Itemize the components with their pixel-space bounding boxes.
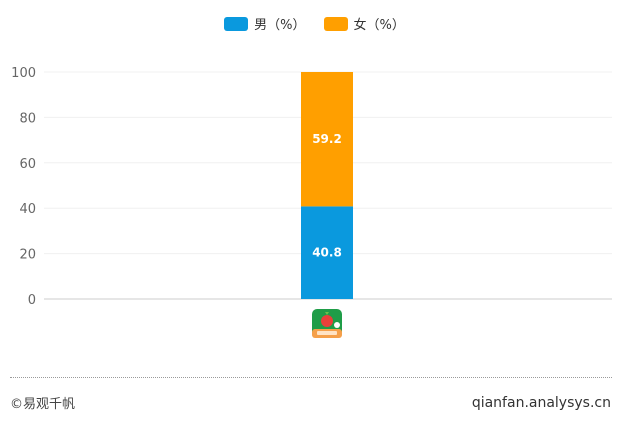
source-url[interactable]: qianfan.analysys.cn (471, 395, 611, 411)
y-tick-label: 100 (11, 66, 36, 81)
y-tick-label: 80 (19, 111, 36, 126)
legend-swatch-female (323, 16, 348, 31)
copyright-text: ©易观千帆 (10, 397, 76, 412)
legend-item-male[interactable]: 男（%） (224, 14, 306, 33)
y-axis: 0 20 40 60 80 100 (11, 66, 36, 308)
legend-swatch-male (224, 16, 249, 31)
data-label-male: 40.8 (312, 246, 342, 260)
y-tick-label: 20 (19, 248, 36, 263)
bar-segment-female[interactable] (301, 72, 353, 207)
legend-label-male: 男（%） (254, 18, 306, 33)
y-tick-label: 0 (28, 293, 36, 308)
data-label-female: 59.2 (312, 132, 342, 146)
y-tick-label: 40 (19, 202, 36, 217)
y-tick-label: 60 (19, 157, 36, 172)
legend: 男（%） 女（%） (0, 14, 629, 33)
legend-item-female[interactable]: 女（%） (323, 14, 405, 33)
bars (301, 72, 353, 299)
bar-segment-male[interactable] (301, 206, 353, 299)
legend-label-female: 女（%） (353, 18, 405, 33)
data-labels: 40.8 59.2 (312, 132, 342, 259)
footer-divider (10, 377, 612, 378)
app-icon (312, 309, 342, 338)
